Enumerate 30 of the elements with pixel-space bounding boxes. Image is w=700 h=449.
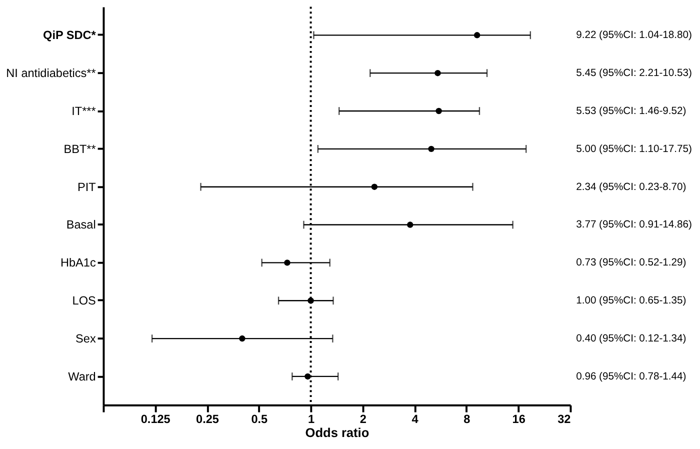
y-tick-label: Sex xyxy=(76,332,96,346)
text: 0.73 (95%CI: 0.52-1.29) xyxy=(576,258,686,269)
y-tick-label: Basal xyxy=(66,218,96,232)
x-tick-label: 0.5 xyxy=(251,413,268,426)
text: 3.77 (95%CI: 0.91-14.86) xyxy=(576,220,692,231)
y-tick-label: PIT xyxy=(78,180,96,194)
text: 0.96 (95%CI: 0.78-1.44) xyxy=(576,371,686,382)
x-tick-label: 1 xyxy=(308,413,315,426)
text: 5.53 (95%CI: 1.46-9.52) xyxy=(576,106,686,117)
x-tick-label: 16 xyxy=(512,413,526,426)
x-axis-title: Odds ratio xyxy=(305,424,370,440)
y-tick-label: Ward xyxy=(68,370,96,384)
x-tick-label: 0.125 xyxy=(140,413,171,426)
text: 9.22 (95%CI: 1.04-18.80) xyxy=(576,30,692,42)
x-tick-label: 4 xyxy=(412,413,419,426)
text: 0.40 (95%CI: 0.12-1.34) xyxy=(576,333,686,344)
text: 5.00 (95%CI: 1.10-17.75) xyxy=(576,144,692,155)
y-tick-label: QiP SDC* xyxy=(43,29,96,42)
x-tick-label: 0.25 xyxy=(196,413,220,426)
x-tick-label: 8 xyxy=(464,413,471,426)
x-tick-label: 2 xyxy=(360,413,367,426)
y-tick-label: NI antidiabetics** xyxy=(6,67,96,80)
x-tick-label: 32 xyxy=(558,413,572,426)
y-tick-label: LOS xyxy=(72,294,96,308)
y-tick-label: IT*** xyxy=(72,104,96,118)
y-tick-label: HbA1c xyxy=(60,256,96,270)
text: 2.34 (95%CI: 0.23-8.70) xyxy=(576,182,686,193)
text: 5.45 (95%CI: 2.21-10.53) xyxy=(576,68,692,80)
y-tick-label: BBT** xyxy=(64,142,96,156)
text: 1.00 (95%CI: 0.65-1.35) xyxy=(576,296,686,307)
